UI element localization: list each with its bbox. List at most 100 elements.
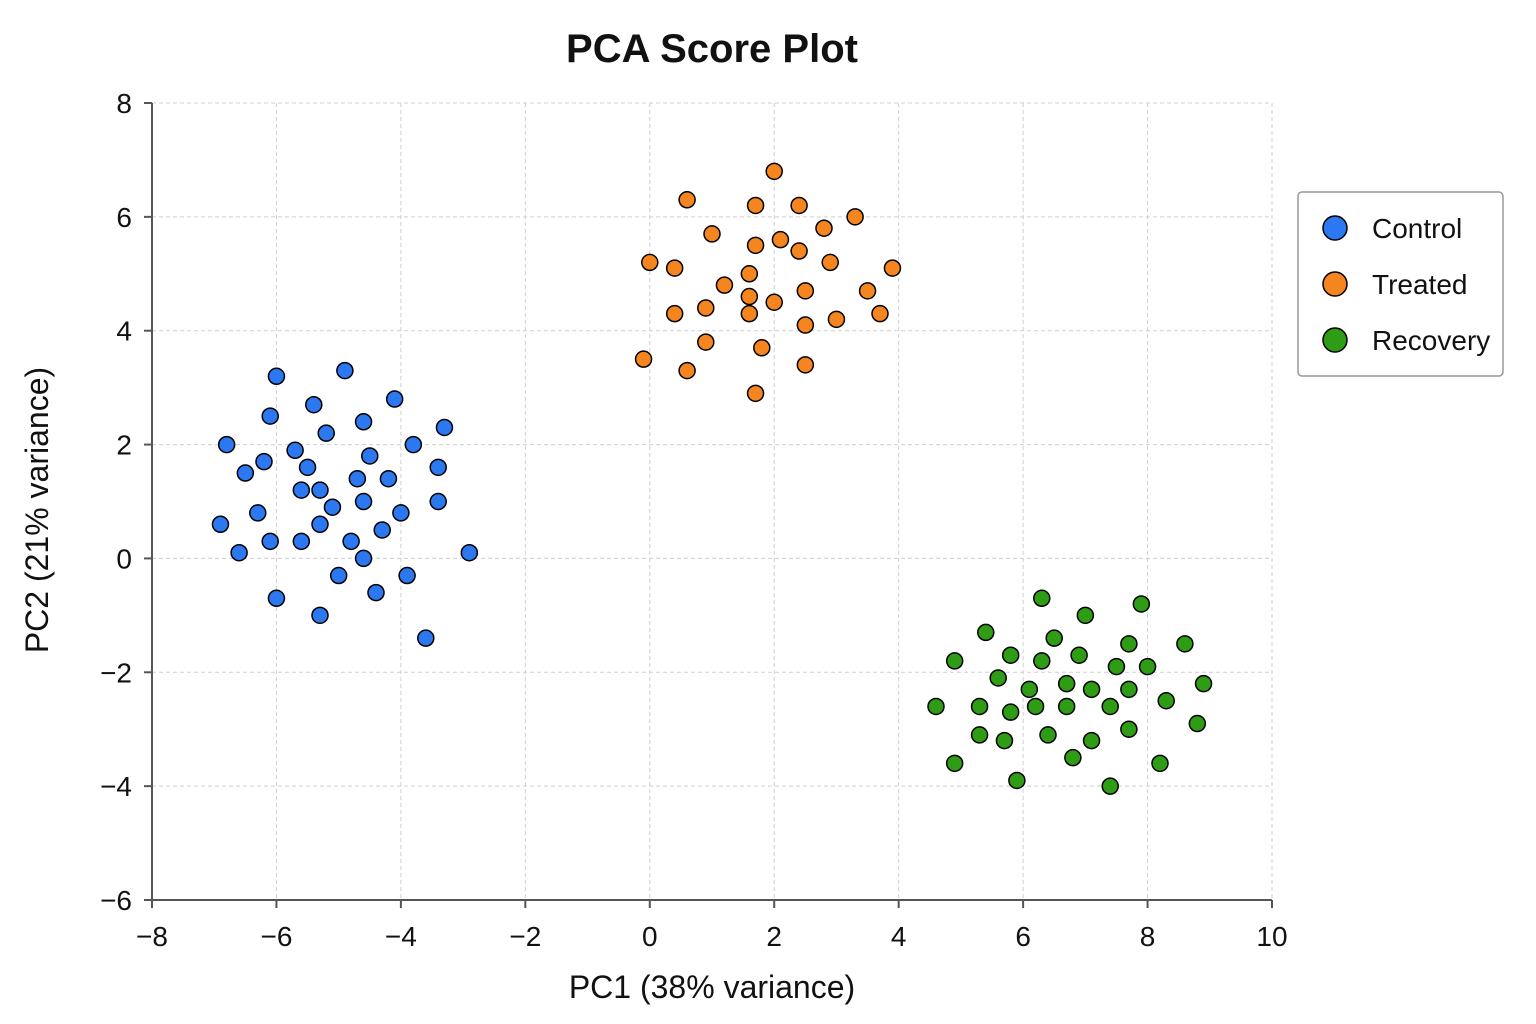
legend: Control Treated Recovery (1297, 191, 1504, 377)
data-point (1076, 606, 1095, 625)
y-tick-label: −4 (100, 771, 132, 802)
data-point (435, 418, 454, 437)
x-tick-label: 4 (891, 921, 907, 952)
data-point (1020, 680, 1039, 699)
data-point (354, 549, 373, 568)
data-point (1157, 692, 1175, 710)
x-tick-label: 0 (642, 921, 658, 952)
data-point (1057, 674, 1076, 693)
data-point (1101, 777, 1119, 795)
data-point (740, 304, 759, 323)
data-point (267, 367, 286, 386)
data-point (342, 532, 360, 551)
series-recovery (927, 589, 1213, 795)
data-point (678, 191, 696, 209)
data-point (1033, 652, 1051, 670)
data-point (217, 435, 236, 454)
data-point (970, 697, 989, 716)
data-point (746, 196, 765, 215)
data-point (1120, 720, 1138, 738)
data-point (354, 413, 373, 431)
data-point (746, 384, 765, 403)
data-point (790, 242, 808, 260)
data-point (311, 515, 329, 534)
y-tick-label: 6 (116, 202, 132, 233)
data-point (385, 390, 404, 408)
data-point (765, 162, 783, 181)
data-point (753, 339, 771, 357)
data-point (665, 259, 684, 277)
x-tick-label: −2 (509, 921, 541, 952)
data-point (1057, 697, 1076, 716)
data-point (261, 407, 279, 425)
data-point (1176, 635, 1194, 653)
x-tick-label: −6 (260, 921, 292, 952)
data-point (367, 583, 385, 602)
data-point (211, 515, 230, 534)
axes (151, 103, 1272, 901)
data-point (429, 458, 447, 477)
data-point (1001, 703, 1020, 721)
data-point (815, 219, 833, 237)
data-point (796, 316, 815, 334)
data-point (945, 754, 964, 773)
data-point (311, 606, 329, 625)
legend-marker (1322, 271, 1348, 297)
data-point (1107, 657, 1126, 676)
y-tick-label: −2 (100, 657, 132, 688)
x-tick-label: 10 (1256, 921, 1287, 952)
data-point (746, 236, 765, 255)
legend-label: Treated (1372, 269, 1467, 300)
x-tick-label: 2 (766, 921, 782, 952)
series-treated (634, 162, 902, 403)
x-tick-labels: −8 −6 −4 −2 0 2 4 6 8 10 (136, 900, 1288, 952)
data-point (665, 304, 684, 323)
data-point (354, 492, 373, 511)
data-point (740, 265, 759, 283)
chart-title: PCA Score Plot (566, 27, 858, 71)
data-point (821, 253, 839, 272)
data-point (634, 350, 653, 368)
grid (151, 102, 1273, 901)
data-point (641, 253, 659, 272)
data-point (883, 259, 902, 277)
y-tick-labels: −6 −4 −2 0 2 4 6 8 (100, 88, 152, 916)
data-point (765, 293, 783, 311)
data-point (846, 208, 864, 226)
data-point (460, 543, 479, 562)
x-tick-label: 8 (1140, 921, 1156, 952)
data-point (392, 504, 410, 522)
data-point (989, 669, 1007, 687)
data-point (305, 395, 323, 414)
data-point (255, 452, 273, 471)
data-point (398, 566, 416, 585)
data-point (796, 282, 815, 300)
data-point (404, 435, 423, 454)
data-point (1151, 754, 1169, 773)
data-point (1026, 697, 1045, 716)
data-point (1001, 646, 1020, 664)
x-axis-label: PC1 (38% variance) (569, 969, 855, 1005)
data-point (740, 287, 759, 306)
data-point (348, 469, 367, 488)
data-point (790, 196, 808, 215)
y-tick-label: −6 (100, 885, 132, 916)
data-point (292, 481, 311, 499)
x-tick-label: −8 (136, 921, 168, 952)
data-point (329, 566, 348, 585)
data-point (827, 310, 846, 329)
data-point (1039, 726, 1057, 744)
data-point (361, 447, 379, 465)
data-point (236, 464, 255, 482)
data-point (311, 481, 329, 499)
data-point (927, 697, 945, 716)
data-point (292, 532, 311, 551)
y-tick-label: 0 (116, 543, 132, 574)
data-point (1033, 589, 1051, 608)
data-point (1064, 748, 1082, 767)
data-point (230, 543, 248, 562)
data-point (1132, 595, 1151, 613)
data-point (373, 521, 391, 539)
data-point (249, 504, 267, 522)
